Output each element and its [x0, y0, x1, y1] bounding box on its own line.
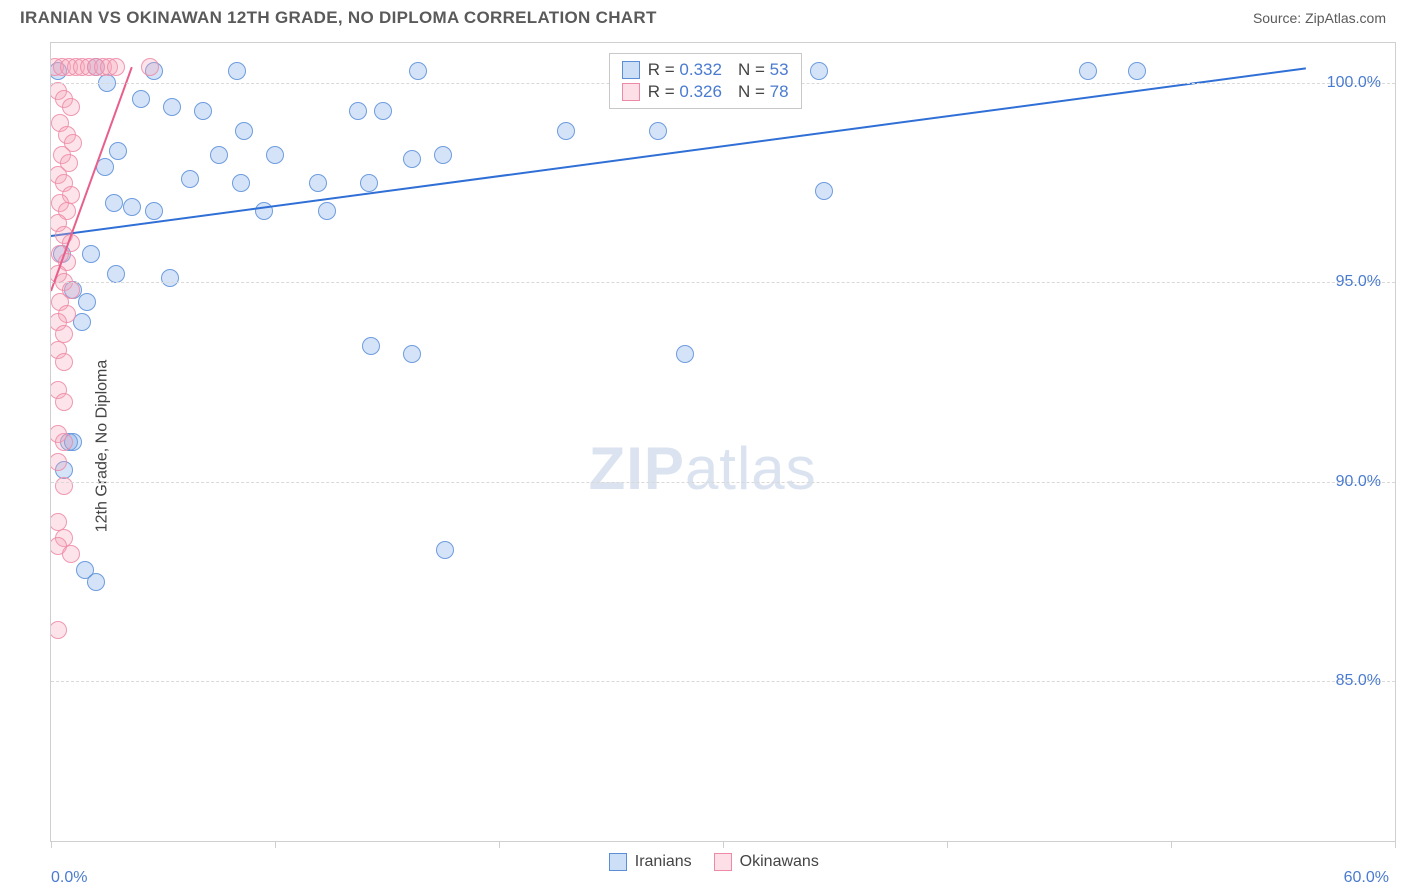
data-point	[109, 142, 127, 160]
data-point	[55, 477, 73, 495]
data-point	[403, 150, 421, 168]
data-point	[1128, 62, 1146, 80]
y-tick-label: 95.0%	[1336, 273, 1381, 291]
x-tick-label: 0.0%	[51, 869, 87, 887]
chart-area: ZIPatlas 85.0%90.0%95.0%100.0%0.0%60.0%R…	[50, 42, 1396, 842]
x-tick	[499, 841, 500, 848]
gridline	[51, 482, 1395, 483]
data-point	[87, 573, 105, 591]
legend-row: R = 0.332N = 53	[622, 60, 789, 80]
data-point	[210, 146, 228, 164]
data-point	[145, 202, 163, 220]
data-point	[409, 62, 427, 80]
x-tick	[275, 841, 276, 848]
data-point	[51, 621, 67, 639]
data-point	[403, 345, 421, 363]
legend-label: Iranians	[635, 853, 692, 871]
y-tick-label: 85.0%	[1336, 672, 1381, 690]
correlation-legend: R = 0.332N = 53R = 0.326N = 78	[609, 53, 802, 109]
y-tick-label: 100.0%	[1327, 74, 1381, 92]
data-point	[73, 313, 91, 331]
data-point	[676, 345, 694, 363]
watermark: ZIPatlas	[589, 434, 817, 503]
x-tick-label: 60.0%	[1344, 869, 1389, 887]
data-point	[255, 202, 273, 220]
data-point	[107, 58, 125, 76]
gridline	[51, 681, 1395, 682]
data-point	[318, 202, 336, 220]
data-point	[107, 265, 125, 283]
data-point	[815, 182, 833, 200]
data-point	[62, 545, 80, 563]
data-point	[55, 393, 73, 411]
data-point	[55, 433, 73, 451]
data-point	[181, 170, 199, 188]
data-point	[141, 58, 159, 76]
data-point	[232, 174, 250, 192]
x-tick	[1171, 841, 1172, 848]
y-tick-label: 90.0%	[1336, 473, 1381, 491]
plot-area: ZIPatlas	[51, 43, 1395, 841]
data-point	[349, 102, 367, 120]
data-point	[62, 98, 80, 116]
data-point	[163, 98, 181, 116]
data-point	[436, 541, 454, 559]
x-tick	[1395, 841, 1396, 848]
x-tick	[723, 841, 724, 848]
data-point	[82, 245, 100, 263]
data-point	[161, 269, 179, 287]
legend-swatch	[622, 83, 640, 101]
legend-swatch	[609, 853, 627, 871]
data-point	[132, 90, 150, 108]
data-point	[649, 122, 667, 140]
data-point	[123, 198, 141, 216]
data-point	[810, 62, 828, 80]
data-point	[309, 174, 327, 192]
data-point	[55, 353, 73, 371]
data-point	[266, 146, 284, 164]
data-point	[434, 146, 452, 164]
x-tick	[51, 841, 52, 848]
data-point	[235, 122, 253, 140]
data-point	[362, 337, 380, 355]
data-point	[557, 122, 575, 140]
legend-label: Okinawans	[740, 853, 819, 871]
source-label: Source: ZipAtlas.com	[1253, 10, 1386, 26]
gridline	[51, 282, 1395, 283]
chart-title: IRANIAN VS OKINAWAN 12TH GRADE, NO DIPLO…	[20, 8, 657, 28]
legend-row: R = 0.326N = 78	[622, 82, 789, 102]
legend-item: Iranians	[609, 853, 692, 871]
legend-swatch	[714, 853, 732, 871]
x-tick	[947, 841, 948, 848]
data-point	[78, 293, 96, 311]
data-point	[194, 102, 212, 120]
data-point	[360, 174, 378, 192]
data-point	[374, 102, 392, 120]
data-point	[228, 62, 246, 80]
legend-item: Okinawans	[714, 853, 819, 871]
series-legend: Iranians Okinawans	[609, 853, 819, 871]
data-point	[105, 194, 123, 212]
data-point	[1079, 62, 1097, 80]
legend-swatch	[622, 61, 640, 79]
